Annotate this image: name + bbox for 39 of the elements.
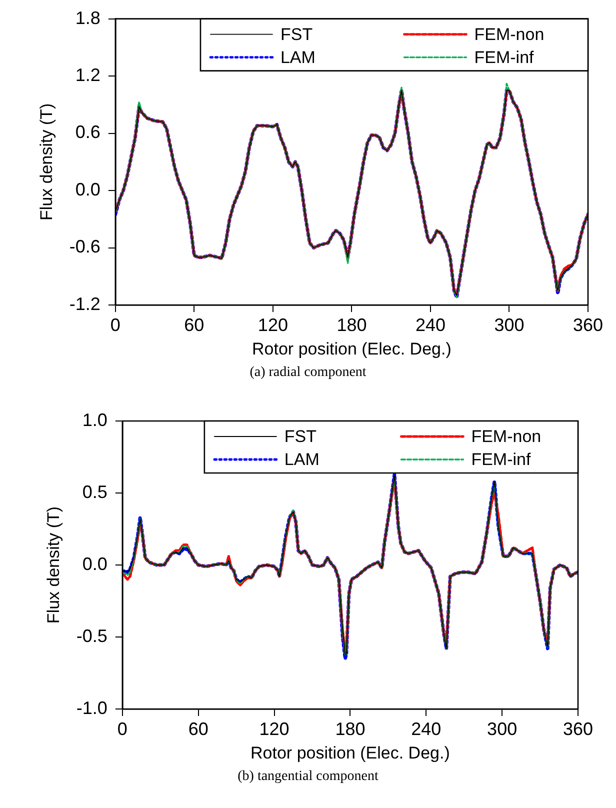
y-tick-label: -0.5 [76, 626, 108, 646]
x-tick-label: 0 [110, 314, 120, 335]
x-axis-title: Rotor position (Elec. Deg.) [250, 743, 450, 762]
legend-label: LAM [280, 48, 316, 67]
y-tick-label: 0.6 [75, 122, 100, 142]
x-tick-label: 0 [117, 718, 128, 739]
x-tick-label: 300 [494, 314, 524, 335]
y-tick-label: 0.0 [75, 179, 100, 200]
legend-label: FEM-non [471, 427, 542, 446]
legend-label: LAM [284, 450, 320, 470]
y-axis-title: Flux density (T) [36, 103, 56, 220]
legend-label: FEM-inf [474, 48, 534, 67]
y-axis-title: Flux density (T) [44, 506, 63, 624]
x-tick-label: 180 [336, 314, 367, 335]
legend-label: FST [284, 427, 317, 446]
x-tick-label: 360 [572, 314, 604, 335]
x-tick-label: 240 [415, 314, 446, 335]
x-tick-label: 60 [188, 718, 208, 739]
y-tick-label: -0.6 [69, 236, 100, 257]
text: (a) radial component [248, 364, 368, 382]
x-axis-title: Rotor position (Elec. Deg.) [252, 339, 452, 358]
x-tick-label: 60 [184, 314, 204, 335]
y-tick-label: 0.5 [82, 482, 108, 502]
y-tick-label: -1.2 [69, 294, 100, 314]
text: (b) tangential component [236, 768, 380, 786]
y-tick-label: 1.0 [82, 410, 108, 430]
legend-label: FST [280, 24, 313, 44]
y-tick-label: -1.0 [76, 698, 108, 718]
x-tick-label: 360 [562, 718, 594, 739]
x-tick-label: 300 [487, 718, 518, 739]
x-tick-label: 240 [411, 718, 442, 739]
y-tick-label: 0.0 [82, 554, 108, 574]
y-tick-label: 1.8 [75, 8, 100, 28]
legend-label: FEM-non [474, 24, 544, 44]
x-tick-label: 120 [258, 314, 288, 335]
x-tick-label: 180 [335, 718, 366, 739]
legend-label: FEM-inf [471, 450, 531, 470]
x-tick-label: 120 [259, 718, 290, 739]
y-tick-label: 1.2 [75, 65, 100, 86]
